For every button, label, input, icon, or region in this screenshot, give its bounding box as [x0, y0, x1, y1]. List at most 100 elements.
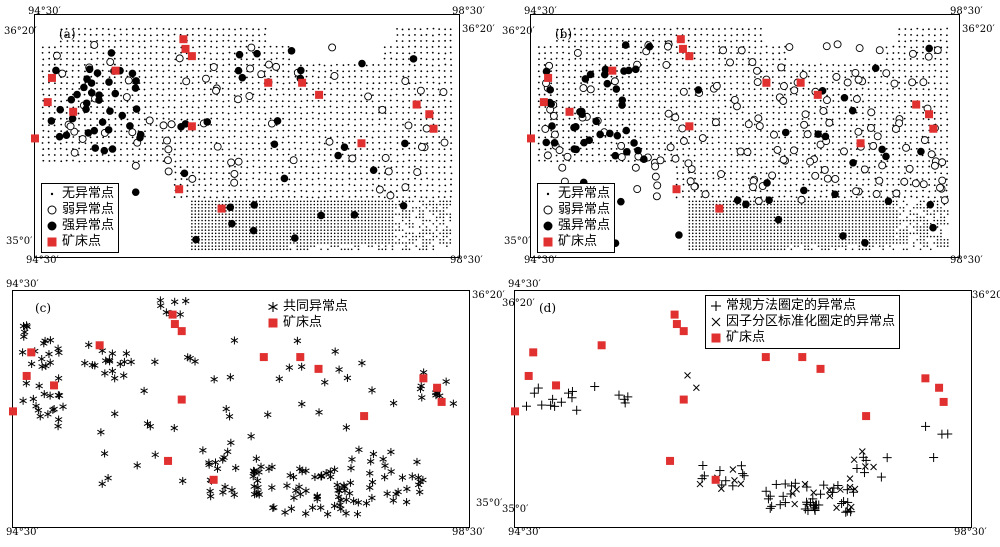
- no-anomaly-point: [245, 219, 248, 222]
- no-anomaly-point: [928, 148, 931, 151]
- no-anomaly-point: [119, 87, 122, 90]
- no-anomaly-point: [880, 196, 883, 199]
- no-anomaly-point: [927, 82, 930, 84]
- no-anomaly-point: [320, 200, 322, 203]
- no-anomaly-point: [609, 106, 612, 108]
- no-anomaly-point: [102, 82, 105, 85]
- weak-anomaly-point: [52, 51, 61, 60]
- weak-anomaly-point: [386, 191, 395, 200]
- no-anomaly-point: [204, 216, 207, 219]
- no-anomaly-point: [156, 87, 159, 90]
- no-anomaly-point: [556, 82, 559, 84]
- no-anomaly-point: [537, 100, 540, 103]
- no-anomaly-point: [214, 213, 217, 215]
- no-anomaly-point: [910, 100, 913, 102]
- no-anomaly-point: [329, 195, 332, 198]
- no-anomaly-point: [401, 136, 404, 138]
- no-anomaly-point: [418, 213, 421, 215]
- no-anomaly-point: [216, 117, 219, 120]
- no-anomaly-point: [651, 129, 654, 132]
- no-anomaly-point: [270, 190, 273, 193]
- no-anomaly-point: [350, 219, 353, 222]
- no-anomaly-point: [201, 238, 203, 241]
- no-anomaly-point: [915, 88, 918, 90]
- no-anomaly-point: [759, 88, 762, 90]
- no-anomaly-point: [341, 160, 344, 163]
- no-anomaly-point: [425, 245, 428, 247]
- strong-anomaly-point: [280, 174, 289, 183]
- no-anomaly-point: [221, 105, 224, 108]
- no-anomaly-point: [156, 70, 159, 72]
- no-anomaly-point: [580, 28, 583, 31]
- no-anomaly-point: [323, 124, 326, 127]
- no-anomaly-point: [391, 206, 394, 209]
- no-anomaly-point: [391, 200, 394, 203]
- strong-anomaly-point: [90, 126, 99, 135]
- no-anomaly-point: [144, 148, 147, 150]
- no-anomaly-point: [934, 190, 937, 192]
- no-anomaly-point: [438, 40, 440, 42]
- no-anomaly-point: [310, 232, 312, 235]
- no-anomaly-point: [300, 100, 303, 103]
- no-anomaly-point: [282, 160, 284, 162]
- no-anomaly-point: [694, 172, 696, 175]
- no-anomaly-point: [915, 196, 918, 199]
- no-anomaly-point: [108, 45, 110, 48]
- no-anomaly-point: [371, 229, 373, 231]
- no-anomaly-point: [405, 232, 407, 235]
- no-anomaly-point: [194, 219, 197, 222]
- no-anomaly-point: [354, 148, 357, 151]
- no-anomaly-point: [694, 40, 697, 42]
- no-anomaly-point: [306, 219, 309, 222]
- no-anomaly-point: [670, 82, 672, 84]
- no-anomaly-point: [408, 219, 411, 222]
- no-anomaly-point: [180, 111, 183, 114]
- no-anomaly-point: [450, 178, 452, 181]
- no-anomaly-point: [729, 130, 732, 133]
- deposit-point: [47, 73, 56, 82]
- no-anomaly-point: [360, 159, 362, 162]
- no-anomaly-point: [389, 147, 392, 150]
- no-anomaly-point: [149, 111, 152, 114]
- no-anomaly-point: [390, 88, 393, 91]
- no-anomaly-point: [294, 63, 296, 66]
- no-anomaly-point: [143, 100, 146, 102]
- no-anomaly-point: [131, 40, 134, 42]
- no-anomaly-point: [348, 190, 350, 192]
- no-anomaly-point: [621, 82, 624, 85]
- no-anomaly-point: [245, 238, 248, 241]
- no-anomaly-point: [687, 34, 690, 36]
- no-anomaly-point: [210, 112, 213, 115]
- no-anomaly-point: [748, 51, 750, 54]
- no-anomaly-point: [270, 136, 272, 139]
- no-anomaly-point: [344, 229, 346, 231]
- no-anomaly-point: [562, 142, 565, 144]
- no-anomaly-point: [48, 94, 51, 97]
- no-anomaly-point: [592, 141, 595, 144]
- no-anomaly-point: [878, 203, 881, 206]
- no-anomaly-point: [317, 130, 320, 133]
- no-anomaly-point: [222, 58, 225, 61]
- no-anomaly-point: [664, 118, 666, 121]
- no-anomaly-point: [807, 189, 810, 192]
- no-anomaly-point: [449, 51, 452, 54]
- no-anomaly-point: [742, 124, 745, 126]
- no-anomaly-point: [909, 111, 912, 114]
- no-anomaly-point: [537, 46, 540, 48]
- strong-anomaly-point: [192, 235, 200, 244]
- no-anomaly-point: [293, 141, 296, 144]
- no-anomaly-point: [329, 154, 332, 156]
- no-anomaly-point: [336, 63, 338, 66]
- no-anomaly-point: [162, 88, 165, 91]
- no-anomaly-point: [934, 28, 936, 31]
- no-anomaly-point: [396, 136, 399, 139]
- no-anomaly-point: [940, 124, 942, 127]
- no-anomaly-point: [736, 206, 738, 209]
- strong-anomaly-point: [84, 129, 93, 137]
- deposit-point: [43, 98, 52, 107]
- no-anomaly-point: [377, 87, 380, 90]
- no-anomaly-point: [848, 200, 850, 203]
- no-anomaly-point: [603, 154, 606, 157]
- no-anomaly-point: [204, 154, 206, 156]
- no-anomaly-point: [688, 87, 691, 90]
